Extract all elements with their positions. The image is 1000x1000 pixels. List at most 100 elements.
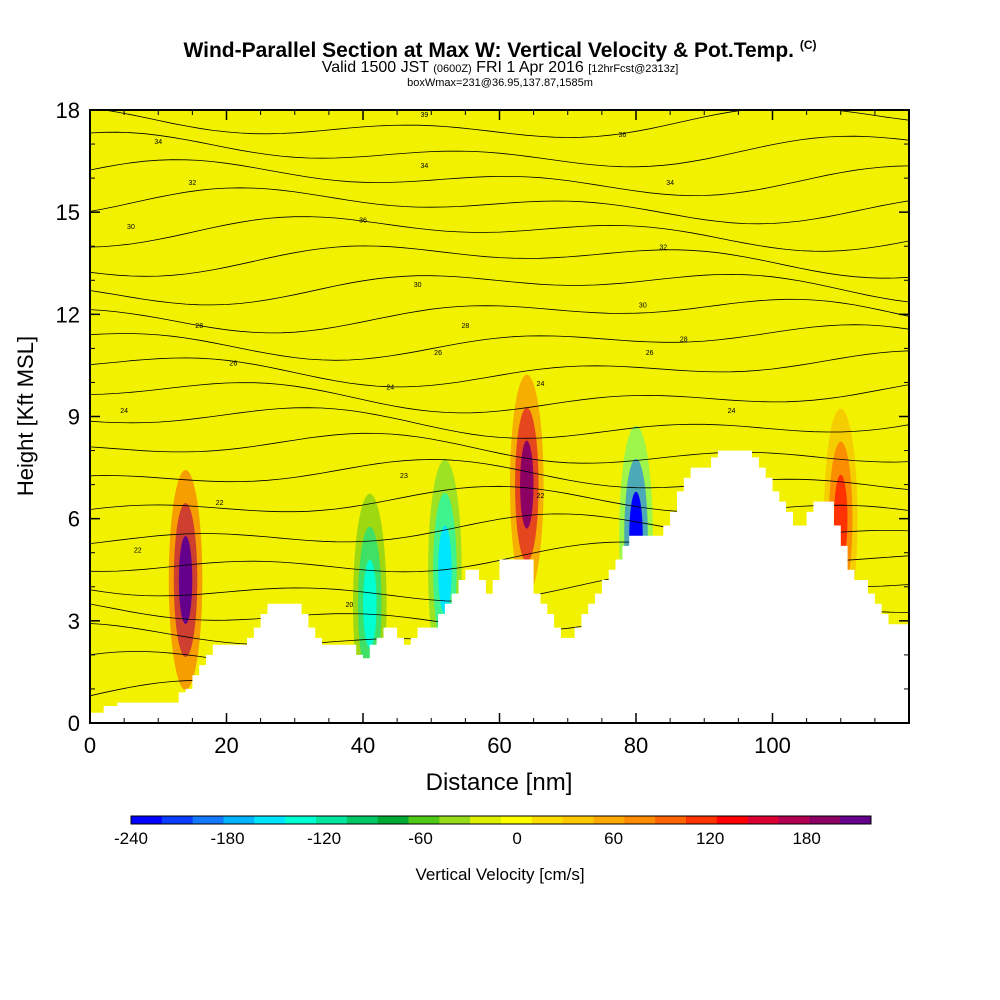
colorbar-swatch-14 — [562, 816, 594, 824]
theta-contour-16 — [90, 245, 909, 279]
colorbar-tick-2: -120 — [307, 829, 341, 848]
theta-contour-10 — [90, 407, 909, 439]
valid-zulu: (0600Z) — [433, 63, 472, 75]
colorbar-swatch-16 — [624, 816, 656, 824]
theta-label-6: 36 — [359, 217, 367, 224]
x-tick-label-4: 80 — [624, 733, 648, 758]
colorbar-swatch-8 — [377, 816, 409, 824]
colorbar-swatch-21 — [778, 816, 810, 824]
colorbar-swatch-4 — [254, 816, 286, 824]
theta-label-13: 28 — [680, 337, 688, 344]
theta-label-12: 28 — [461, 323, 469, 330]
terrain-profile — [90, 450, 909, 723]
chart-title: Wind-Parallel Section at Max W: Vertical… — [0, 38, 1000, 63]
theta-label-9: 30 — [414, 282, 422, 289]
colorbar-swatch-13 — [531, 816, 564, 824]
x-tick-label-2: 40 — [351, 733, 375, 758]
theta-label-0: 39 — [421, 112, 429, 119]
valid-time: Valid 1500 JST — [321, 59, 429, 76]
theta-contour-14 — [90, 298, 909, 334]
colorbar-tick-6: 120 — [696, 829, 724, 848]
colorbar-swatch-5 — [285, 816, 317, 824]
velocity-cell-1 — [520, 440, 534, 529]
theta-contour-20 — [90, 131, 909, 168]
theta-label-22: 22 — [216, 500, 224, 507]
theta-label-3: 34 — [421, 163, 429, 170]
box-wmax-line: boxWmax=231@36.95,137.87,1585m — [407, 77, 593, 89]
colorbar-swatch-10 — [439, 816, 471, 824]
colorbar-label: Vertical Velocity [cm/s] — [415, 865, 584, 884]
terrain — [90, 450, 909, 723]
colorbar-swatch-11 — [470, 816, 502, 824]
y-tick-label-2: 6 — [68, 507, 80, 532]
x-tick-label-1: 20 — [214, 733, 238, 758]
theta-label-8: 32 — [659, 245, 667, 252]
colorbar-swatch-7 — [346, 816, 379, 824]
theta-label-20: 24 — [728, 408, 736, 415]
colorbar-swatch-0 — [131, 816, 163, 824]
y-tick-label-4: 12 — [56, 302, 80, 327]
y-axis-label: Height [Kft MSL] — [13, 336, 38, 496]
theta-contour-13 — [90, 324, 909, 361]
theta-label-17: 24 — [120, 408, 128, 415]
theta-label-1: 36 — [618, 132, 626, 139]
theta-contour-12 — [90, 350, 909, 388]
forecast-info: [12hrFcst@2313z] — [588, 63, 679, 75]
colorbar-tick-7: 180 — [792, 829, 820, 848]
colorbar-swatch-19 — [716, 816, 749, 824]
theta-label-7: 30 — [127, 224, 135, 231]
colorbar-swatch-15 — [593, 816, 625, 824]
theta-label-11: 28 — [195, 323, 203, 330]
valid-date: FRI 1 Apr 2016 — [476, 59, 584, 76]
x-tick-label-3: 60 — [487, 733, 511, 758]
theta-label-25: 20 — [345, 602, 353, 609]
theta-label-19: 24 — [537, 381, 545, 388]
colorbar-tick-0: -240 — [114, 829, 148, 848]
colorbar-swatch-12 — [501, 816, 533, 824]
theta-contour-21 — [102, 110, 909, 138]
theta-label-23: 22 — [537, 493, 545, 500]
colorbar-swatch-20 — [747, 816, 779, 824]
colorbar-tick-4: 0 — [512, 829, 521, 848]
theta-contour-15 — [90, 273, 909, 306]
colorbar-tick-5: 60 — [604, 829, 623, 848]
chart-title-main: Wind-Parallel Section at Max W: Vertical… — [183, 39, 794, 62]
colorbar-swatch-22 — [809, 816, 841, 824]
theta-contour-18 — [90, 187, 909, 225]
colorbar-swatch-18 — [686, 816, 718, 824]
theta-label-15: 26 — [434, 350, 442, 357]
theta-label-2: 34 — [154, 139, 162, 146]
y-tick-label-0: 0 — [68, 711, 80, 736]
theta-label-14: 26 — [229, 360, 237, 367]
colorbar-swatch-3 — [223, 816, 255, 824]
theta-contour-19 — [90, 159, 909, 197]
x-axis-label: Distance [nm] — [426, 769, 573, 796]
colorbar-tick-1: -180 — [211, 829, 245, 848]
colorbar-tick-3: -60 — [408, 829, 433, 848]
colorbar-frame — [130, 815, 872, 825]
y-tick-label-6: 18 — [56, 98, 80, 123]
theta-label-24: 22 — [134, 548, 142, 555]
theta-contour-9 — [90, 432, 909, 464]
velocity-cell-5 — [363, 559, 377, 648]
colorbar-swatch-9 — [408, 816, 440, 824]
colorbar-swatch-6 — [316, 816, 348, 824]
valid-time-line: Valid 1500 JST (0600Z) FRI 1 Apr 2016 [1… — [0, 59, 1000, 77]
velocity-cell-0 — [178, 535, 193, 624]
x-tick-label-0: 0 — [84, 733, 96, 758]
y-tick-label-1: 3 — [68, 609, 80, 634]
y-tick-label-3: 9 — [68, 405, 80, 430]
theta-label-10: 30 — [639, 303, 647, 310]
theta-contour-17 — [90, 216, 909, 252]
x-tick-label-5: 100 — [754, 733, 791, 758]
theta-label-18: 24 — [386, 384, 394, 391]
theta-label-4: 34 — [666, 180, 674, 187]
colorbar-swatch-2 — [192, 816, 224, 824]
y-tick-label-5: 15 — [56, 200, 80, 225]
theta-contour-11 — [90, 382, 909, 414]
colorbar-swatch-23 — [840, 816, 872, 824]
copyright-mark: (C) — [799, 38, 817, 52]
colorbar: -240 -180 -120 -60 0 60 120 180 — [114, 815, 872, 848]
